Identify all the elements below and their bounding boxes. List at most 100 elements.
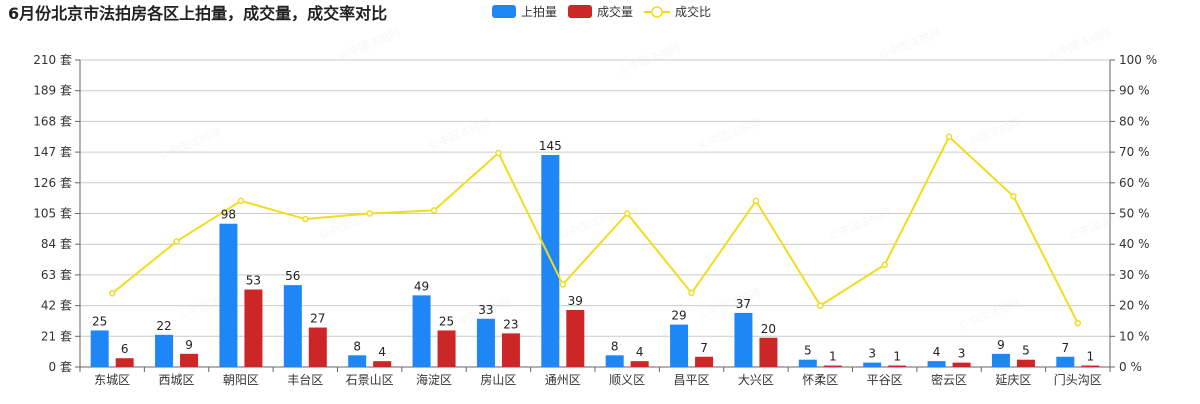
bar-value-label: 27 (310, 312, 325, 326)
line-series-path (111, 135, 1079, 324)
line-point (881, 261, 888, 269)
bar-series (90, 155, 1100, 367)
bar-value-label: 8 (611, 339, 619, 353)
bar (155, 334, 174, 367)
line-point (623, 210, 631, 217)
bar (373, 361, 392, 367)
x-tick-label: 海淀区 (416, 372, 452, 387)
bar (1056, 356, 1075, 367)
x-tick-label: 通州区 (545, 373, 581, 387)
y-left-tick-label: 63 套 (41, 268, 72, 282)
line-point (688, 289, 695, 297)
bar-value-label: 49 (414, 279, 429, 293)
watermark-text: ©中国法拍网 (426, 115, 492, 153)
line-point (237, 197, 245, 205)
y-right-tick-label: 20 % (1119, 299, 1150, 313)
bar-value-label: 33 (478, 303, 493, 317)
x-tick-label: 石景山区 (346, 373, 394, 387)
watermark-text: ©中国法拍网 (156, 125, 222, 163)
watermark-text: ©中国法拍网 (1046, 25, 1112, 63)
line-point (495, 149, 502, 157)
bar-value-label: 1 (829, 350, 837, 364)
x-tick-label: 延庆区 (995, 373, 1031, 387)
watermark-text: ©中国法拍网 (336, 25, 402, 63)
bar-value-label: 1 (1086, 350, 1094, 364)
bar (605, 355, 624, 367)
line-point (173, 238, 180, 245)
bar (283, 285, 302, 367)
bar-value-label: 20 (761, 322, 776, 336)
bar (308, 327, 327, 367)
legend: 上拍量 成交量 成交比 (492, 4, 711, 19)
bar-value-label: 25 (439, 314, 454, 328)
x-tick-label: 昌平区 (674, 373, 710, 387)
line-point (302, 215, 309, 223)
x-tick-label: 密云区 (931, 372, 967, 387)
x-tick-label: 丰台区 (287, 372, 323, 387)
legend-label: 成交比 (675, 4, 711, 19)
bar (863, 362, 882, 367)
bar-value-label: 7 (700, 341, 708, 355)
bar (952, 362, 971, 367)
bar-value-label: 22 (156, 319, 171, 333)
y-right-tick-label: 10 % (1119, 329, 1150, 343)
y-left-tick-label: 21 套 (41, 329, 72, 343)
x-tick-label: 西城区 (159, 373, 195, 387)
watermark-text: ©中国法拍网 (956, 115, 1022, 153)
bar-value-label: 4 (933, 345, 941, 359)
watermark-text: ©中国法拍网 (826, 205, 892, 243)
watermark-text: ©中国法拍网 (316, 205, 382, 243)
y-left-tick-label: 189 套 (33, 84, 72, 98)
bar (630, 361, 649, 367)
y-left-tick-label: 84 套 (41, 237, 72, 251)
y-left-tick-label: 42 套 (41, 299, 72, 313)
bar (991, 353, 1010, 367)
y-left-tick-label: 105 套 (33, 207, 72, 221)
legend-label: 上拍量 (521, 4, 557, 19)
y-left-tick-label: 147 套 (33, 145, 72, 159)
bar (90, 330, 109, 367)
watermark-layer: ©中国法拍网 ©中国法拍网 ©中国法拍网 ©中国法拍网 ©中国法拍网 ©中国法拍网 ©中国法… (156, 25, 1132, 333)
bar-value-label: 29 (671, 309, 686, 323)
bar (180, 353, 199, 367)
bar (1081, 365, 1100, 367)
y-right-tick-label: 30 % (1119, 268, 1150, 282)
bar-value-label: 3 (868, 347, 876, 361)
bar-value-label: 5 (1022, 344, 1030, 358)
bar (244, 289, 263, 367)
y-right-tick-label: 100 % (1119, 53, 1157, 67)
y-left-tick-label: 168 套 (33, 114, 72, 128)
bar (823, 365, 842, 367)
line-point (817, 302, 824, 309)
x-tick-label: 顺义区 (609, 373, 645, 387)
x-tick-label: 怀柔区 (802, 373, 838, 387)
y-left-tick-label: 126 套 (33, 176, 72, 190)
bar-value-label: 145 (539, 139, 562, 153)
y-right-tick-label: 0 % (1119, 360, 1142, 374)
bar-value-label: 4 (636, 345, 644, 359)
line-point (430, 207, 438, 214)
y-right-tick-label: 50 % (1119, 207, 1150, 221)
bar-value-label: 98 (221, 208, 236, 222)
bar-value-label: 9 (997, 338, 1005, 352)
x-tick-label: 朝阳区 (223, 373, 259, 387)
y-right-tick-label: 70 % (1119, 145, 1150, 159)
x-tick-label: 房山区 (480, 372, 516, 387)
bar (888, 365, 907, 367)
watermark-text: ©中国法拍网 (616, 40, 682, 78)
y-right-tick-label: 90 % (1119, 84, 1150, 98)
bar-value-label: 25 (92, 314, 107, 328)
bar-value-label: 37 (736, 297, 751, 311)
x-tick-label: 平谷区 (867, 373, 903, 387)
bar (115, 358, 134, 367)
bar-value-label: 53 (246, 274, 261, 288)
line-point (366, 210, 373, 217)
bar (437, 330, 456, 367)
line-point (945, 133, 953, 140)
legend-label: 成交量 (597, 4, 633, 19)
y-right-tick-label: 40 % (1119, 237, 1150, 251)
bar (412, 295, 431, 367)
y-left-tick-label: 0 套 (49, 360, 72, 374)
